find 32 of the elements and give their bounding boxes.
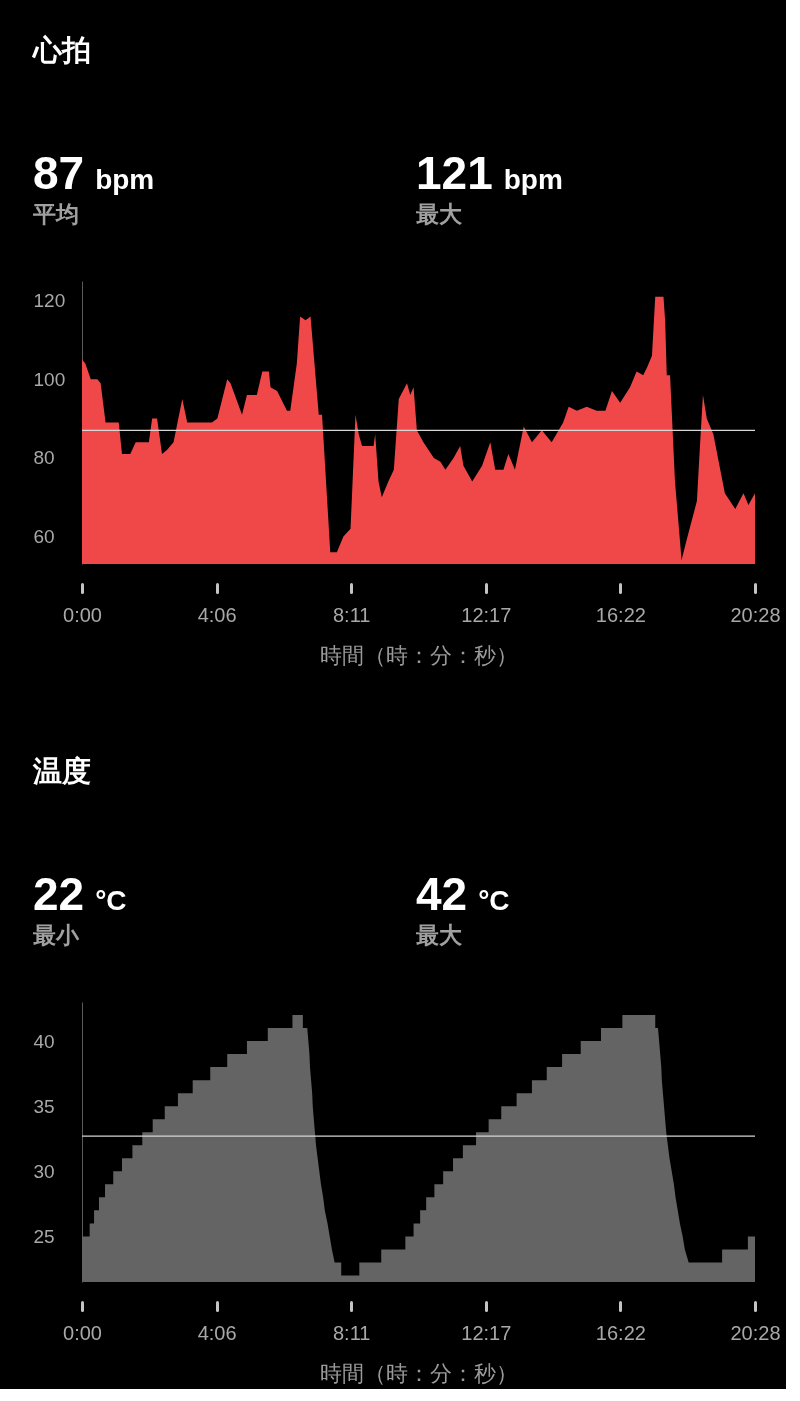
y-tick-label: 120 (33, 290, 66, 312)
x-tick-label: 4:06 (197, 1321, 237, 1344)
text: 最小 (32, 922, 80, 948)
text: 最大 (415, 201, 463, 227)
x-tick-label: 16:22 (595, 1321, 646, 1344)
y-tick-label: 25 (33, 1225, 55, 1247)
chart-title: 温度 (32, 755, 91, 787)
text: 87 bpm (33, 147, 155, 199)
x-tick-label: 8:11 (332, 603, 371, 626)
text: 121 bpm (416, 147, 563, 199)
text: 22 °C (33, 868, 127, 920)
x-tick-label: 4:06 (197, 603, 237, 626)
x-tick-label: 12:17 (461, 603, 512, 626)
text: 最大 (415, 922, 463, 948)
x-tick-label: 20:28 (730, 1321, 781, 1344)
y-tick-label: 80 (33, 447, 55, 469)
x-tick-label: 20:28 (730, 603, 781, 626)
y-tick-label: 35 (33, 1095, 55, 1117)
text: 平均 (32, 201, 79, 227)
x-axis-title: 時間（時：分：秒） (320, 1360, 518, 1386)
y-tick-label: 100 (33, 368, 66, 390)
y-tick-label: 60 (33, 525, 55, 547)
x-tick-label: 8:11 (332, 1321, 371, 1344)
x-tick-label: 0:00 (63, 603, 102, 626)
text: 42 °C (416, 868, 510, 920)
x-tick-label: 0:00 (63, 1321, 102, 1344)
x-tick-label: 16:22 (595, 603, 646, 626)
chart-title: 心拍 (31, 34, 91, 66)
x-axis-title: 時間（時：分：秒） (320, 642, 518, 668)
y-tick-label: 40 (33, 1030, 55, 1052)
x-tick-label: 12:17 (461, 1321, 512, 1344)
y-tick-label: 30 (33, 1160, 55, 1182)
